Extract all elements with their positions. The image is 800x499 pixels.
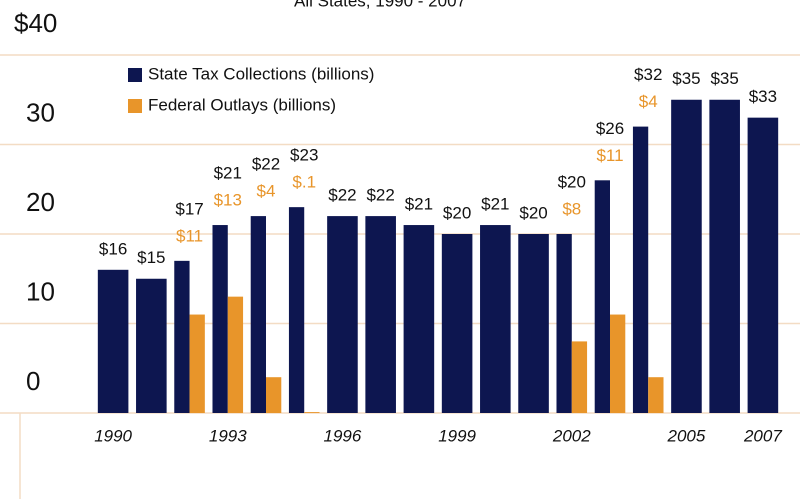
x-tick-label: 1996 <box>324 426 362 445</box>
value-label: $21 <box>405 195 433 214</box>
x-tick-label: 1993 <box>209 426 247 445</box>
y-tick-label: 10 <box>26 276 55 306</box>
bar <box>189 314 205 413</box>
value-label: $21 <box>481 195 509 214</box>
value-label: $22 <box>252 155 280 174</box>
y-tick-label: 30 <box>26 97 55 127</box>
bar <box>518 234 549 413</box>
value-label: $33 <box>749 87 777 106</box>
bar <box>571 341 588 413</box>
value-label: $15 <box>137 248 165 267</box>
bar <box>648 377 664 413</box>
bar <box>441 234 473 413</box>
value-label: $13 <box>214 191 242 210</box>
bar <box>288 207 305 413</box>
legend-label: State Tax Collections (billions) <box>148 64 374 83</box>
value-label: $20 <box>443 203 471 222</box>
value-label: $11 <box>176 226 203 245</box>
y-tick-label: 20 <box>26 187 55 217</box>
x-tick-label: 1990 <box>94 426 132 445</box>
x-tick-label: 2002 <box>552 426 591 445</box>
bar <box>97 269 129 413</box>
value-label: $23 <box>290 146 318 165</box>
bar <box>632 126 649 413</box>
value-label: $22 <box>366 186 394 205</box>
bar <box>671 99 702 413</box>
bar <box>556 234 572 413</box>
bar <box>304 412 320 413</box>
value-label: $35 <box>710 69 738 88</box>
bar <box>136 278 167 413</box>
bar <box>174 260 190 413</box>
y-tick-label: $40 <box>14 8 57 38</box>
x-tick-label: 2005 <box>667 426 706 445</box>
value-label: $20 <box>558 172 586 191</box>
value-label: $35 <box>672 69 700 88</box>
value-label: $.1 <box>292 173 316 192</box>
bar <box>365 216 396 413</box>
bar <box>250 216 266 413</box>
bar <box>403 225 435 413</box>
value-label: $21 <box>214 164 242 183</box>
value-label: $4 <box>257 182 276 201</box>
x-tick-label: 2007 <box>743 426 782 445</box>
value-label: $16 <box>99 239 127 258</box>
value-label: $8 <box>562 199 581 218</box>
chart-title: All States, 1990 - 2007 <box>294 0 466 10</box>
value-label: $26 <box>596 119 624 138</box>
legend-swatch <box>128 99 142 113</box>
bar <box>480 225 511 413</box>
bar <box>266 377 282 413</box>
value-label: $32 <box>634 65 662 84</box>
value-label: $11 <box>596 146 623 165</box>
y-tick-label: 0 <box>26 366 40 396</box>
value-label: $4 <box>639 92 658 111</box>
value-label: $20 <box>519 203 547 222</box>
value-label: $22 <box>328 186 356 205</box>
bar <box>594 180 610 413</box>
bar <box>610 314 626 413</box>
bar <box>747 117 779 414</box>
bar <box>212 225 228 413</box>
legend-label: Federal Outlays (billions) <box>148 95 336 114</box>
bar <box>227 296 244 413</box>
bar <box>709 99 740 413</box>
bar <box>327 216 358 413</box>
x-tick-label: 1999 <box>438 426 476 445</box>
legend-swatch <box>128 68 142 82</box>
value-label: $17 <box>175 199 203 218</box>
